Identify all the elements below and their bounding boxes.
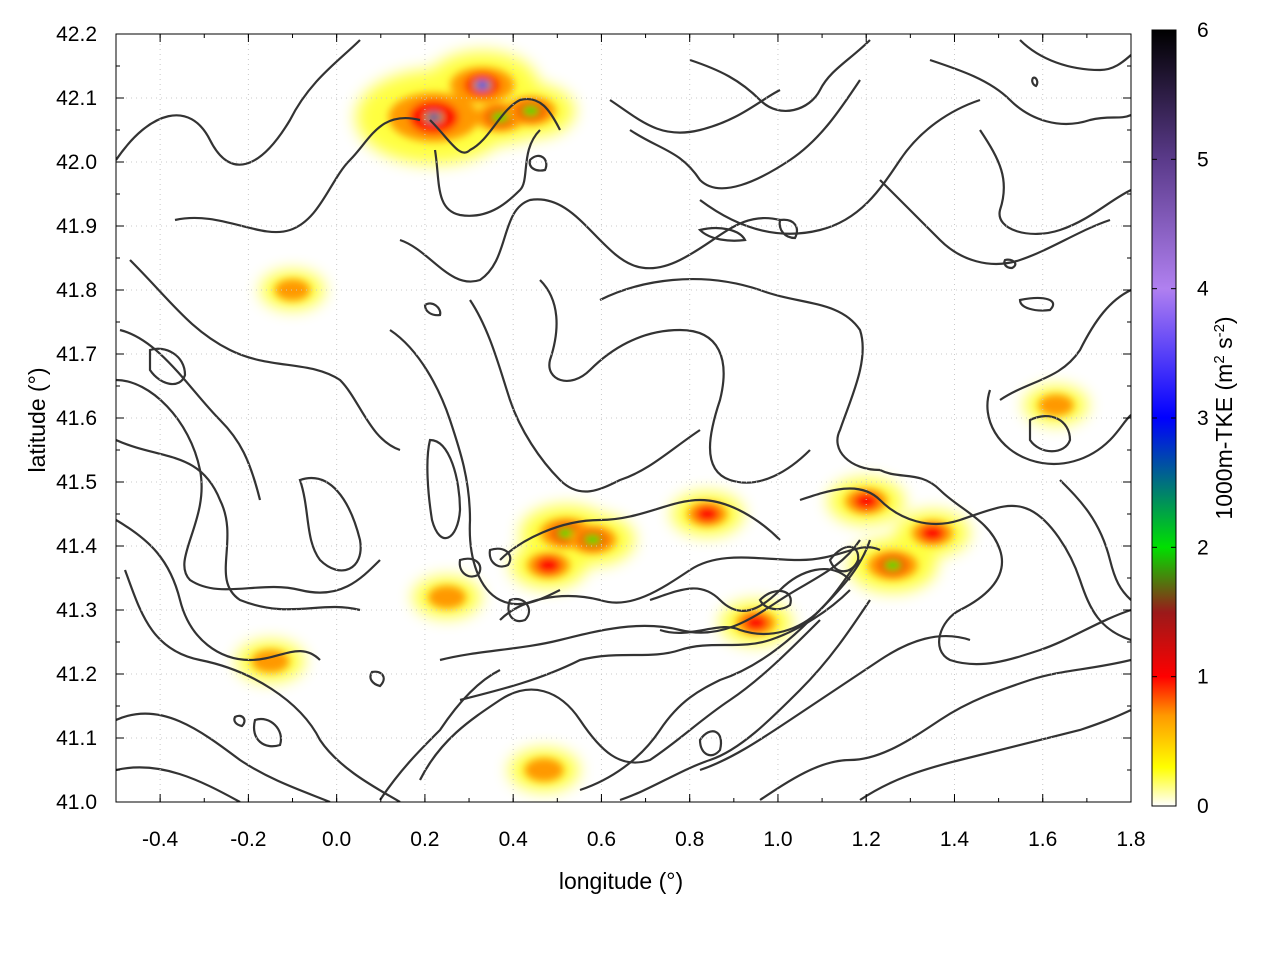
x-tick-label: 1.0 [763,828,792,851]
tke-peak [583,534,602,545]
x-tick-label: -0.4 [142,828,179,851]
tke-high [695,506,720,522]
grid-lines [116,34,1131,802]
colorbar-tick-label: 3 [1197,407,1209,430]
y-tick-label: 42.2 [56,23,97,46]
y-axis: 41.0 41.1 41.2 41.3 41.4 41.5 41.6 41.7 41.8 41.9… [56,23,1131,814]
x-tick-label: 1.2 [852,828,881,851]
tke-high [920,525,945,542]
tke-mid [274,279,311,301]
terrain-contours [116,39,1131,802]
colorbar-label: 1000m-TKE (m2 s-2) [1211,316,1237,519]
y-tick-label: 41.5 [56,471,97,494]
x-tick-label: 1.4 [940,828,970,851]
colorbar-tick-label: 1 [1197,666,1209,689]
tke-peak-strong [476,81,489,90]
x-axis-label: longitude (°) [559,868,683,894]
colorbar-label-main: 1000m-TKE (m [1211,364,1237,520]
colorbar-tick-label: 5 [1197,148,1209,171]
colorbar-label-end: ) [1211,316,1237,324]
colorbar-label-sup1: 2 [1211,355,1228,363]
x-tick-label: 0.0 [322,828,351,851]
x-tick-label: 0.8 [675,828,704,851]
y-tick-label: 42.0 [56,151,97,174]
colorbar-tick-label: 0 [1197,795,1209,818]
x-tick-label: 1.8 [1116,828,1145,851]
y-tick-label: 42.1 [56,87,97,110]
y-axis-label: latitude (°) [24,367,50,472]
tke-mid [1038,394,1074,417]
y-tick-label: 41.2 [56,663,97,686]
tke-high [743,614,768,631]
tke-high [535,556,562,574]
colorbar-label-sup2: -2 [1211,324,1228,337]
tke-peak [883,560,902,571]
y-tick-label: 41.8 [56,279,97,302]
tke-high [853,492,879,510]
y-tick-label: 41.7 [56,343,97,366]
colorbar-tick-label: 2 [1197,536,1209,559]
tke-peak-max [428,114,439,121]
x-tick-label: 1.6 [1028,828,1057,851]
colorbar-tick-label: 6 [1197,19,1209,42]
y-tick-label: 41.3 [56,599,97,622]
y-tick-label: 41.0 [56,791,97,814]
x-axis: -0.4 -0.2 0.0 0.2 0.4 0.6 0.8 1.0 1.2 1.4 1.6 1.8 [115,34,1146,851]
x-tick-label: 0.6 [587,828,616,851]
colorbar-ticks: 0 1 2 3 4 5 6 [1152,19,1209,818]
x-tick-label: 0.4 [499,828,529,851]
colorbar-tick-label: 4 [1197,278,1209,301]
x-tick-label: 0.2 [410,828,439,851]
tke-core-layer [251,67,1074,782]
tke-peak [521,105,540,116]
colorbar: 0 1 2 3 4 5 6 1000m-TKE (m2 s-2) [1151,19,1237,818]
tke-mid [428,585,466,609]
colorbar-label-mid: s [1211,337,1237,355]
tke-mid [524,758,564,782]
y-tick-label: 41.1 [56,727,97,750]
y-tick-label: 41.4 [56,535,97,558]
y-tick-label: 41.6 [56,407,97,430]
y-tick-label: 41.9 [56,215,97,238]
x-tick-label: -0.2 [230,828,266,851]
